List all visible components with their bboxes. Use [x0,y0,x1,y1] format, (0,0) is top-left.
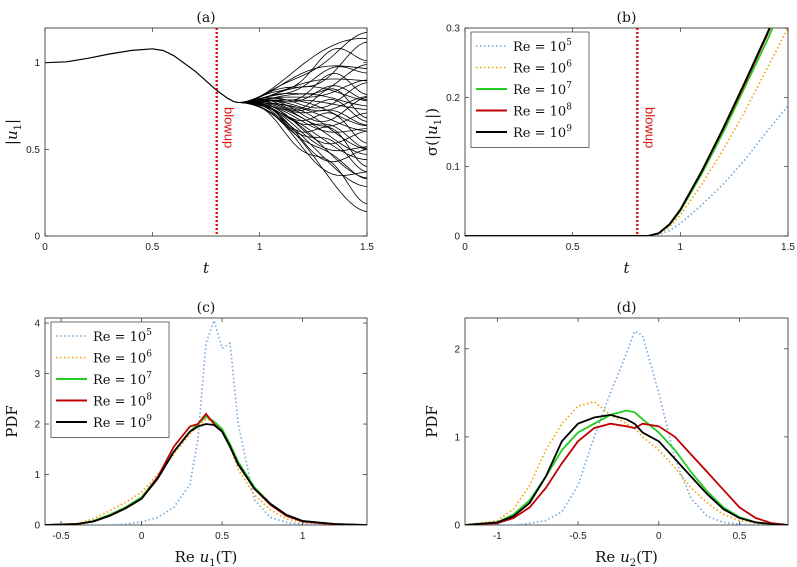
series-line-1 [465,105,788,236]
ensemble-curve [238,102,367,213]
x-tick-label: 0 [656,531,662,542]
legend-label: Re = 105 [93,328,152,345]
ensemble-curve [238,102,367,205]
panel-d: -1 -0.5 0 0.5 0 1 2 (d) Re u2​(T) PDF [423,300,789,567]
y-tick-label: 2 [34,420,40,431]
ensemble-curve [238,101,367,168]
x-tick-label: 1 [257,242,263,253]
y-tick-label: 2 [454,344,460,355]
y-tick-label: 0 [34,521,40,532]
y-tick-label: 1 [34,470,40,481]
y-tick-label: 1 [454,432,460,443]
axis-label: σ(|u1​|) [423,108,444,156]
legend-label: Re = 108 [93,393,152,410]
x-tick-label: 0.5 [145,242,159,253]
x-tick-label: -0.5 [52,531,70,542]
x-tick-label: 1 [678,242,684,253]
x-tick-label: 0 [462,242,468,253]
plot-area [465,330,788,525]
series-line-2 [465,28,788,236]
series-line-5 [465,413,788,525]
blowup-label: blowup [642,107,657,148]
x-tick-label: 0 [42,242,48,253]
legend-label: Re = 109 [93,414,152,431]
panel-title: (d) [617,300,637,316]
y-tick-label: 0 [454,521,460,532]
legend-label: Re = 105 [513,38,572,55]
y-tick-label: 0.1 [446,162,460,173]
series-line-4 [465,422,788,525]
ensemble-curve [238,102,367,150]
x-tick-label: 1.5 [360,242,374,253]
ensemble-curve [238,65,367,103]
ensemble-curve [238,86,367,103]
panel-title: (b) [617,10,637,26]
ensemble-curve [238,102,367,163]
ensemble-curve [238,99,367,127]
plot-area [45,31,367,213]
panel-title: (c) [197,300,216,316]
series-line-5 [465,28,771,236]
legend-label: Re = 109 [513,124,572,141]
legend-label: Re = 108 [513,103,572,120]
x-tick-label: 0.5 [215,531,229,542]
ensemble-curve [238,101,367,144]
blowup-label: blowup [222,107,237,148]
x-tick-label: 1 [300,531,306,542]
panel-title: (a) [196,10,215,26]
y-tick-label: 0.3 [446,24,460,35]
ensemble-curve [238,72,367,103]
legend-label: Re = 106 [513,60,572,77]
common-curve [45,48,239,104]
series-line-5 [45,423,367,525]
panel-b: 0 0.5 1 1.5 0 0.1 0.2 0.3 (b) t σ(|u1​|) blowup Re =… [423,10,795,277]
x-tick-label: -0.5 [569,531,587,542]
x-tick-label: 0.5 [566,242,580,253]
y-tick-label: 1 [34,58,40,69]
y-tick-label: 0.5 [26,145,40,156]
plot-area [45,318,367,525]
y-tick-label: 0.2 [446,93,460,104]
axis-label: t [623,259,630,277]
axis-label: PDF [3,405,21,438]
y-tick-label: 3 [34,369,40,380]
x-tick-label: 1.5 [781,242,795,253]
y-tick-label: 0 [454,232,460,243]
series-line-2 [45,418,367,525]
legend-label: Re = 107 [93,371,152,388]
legend-label: Re = 106 [93,350,152,367]
panel-c: -0.5 0 0.5 1 0 1 2 3 4 (c) Re u1​(T) PDF Re = 105 Re … [3,300,368,567]
panel-a: 0 0.5 1 1.5 0 0.5 1 (a) t |u1​| blowup [3,10,374,277]
axis-label: t [203,259,210,277]
axis-label: PDF [423,405,441,438]
plot-area [465,28,788,236]
legend-label: Re = 107 [513,81,572,98]
ensemble-curve [238,102,367,179]
axis-label: Re u2​(T) [595,548,658,567]
y-tick-label: 0 [34,232,40,243]
axis-label: Re u1​(T) [175,548,238,567]
plot-frame [44,27,368,237]
axis-label: |u1​| [3,119,24,145]
ensemble-curve [238,96,367,123]
x-tick-label: -1 [493,531,502,542]
series-line-3 [465,409,788,525]
y-tick-label: 4 [34,319,40,330]
plot-frame [464,317,789,526]
x-tick-label: 0.5 [733,531,747,542]
x-tick-label: 0 [139,531,145,542]
